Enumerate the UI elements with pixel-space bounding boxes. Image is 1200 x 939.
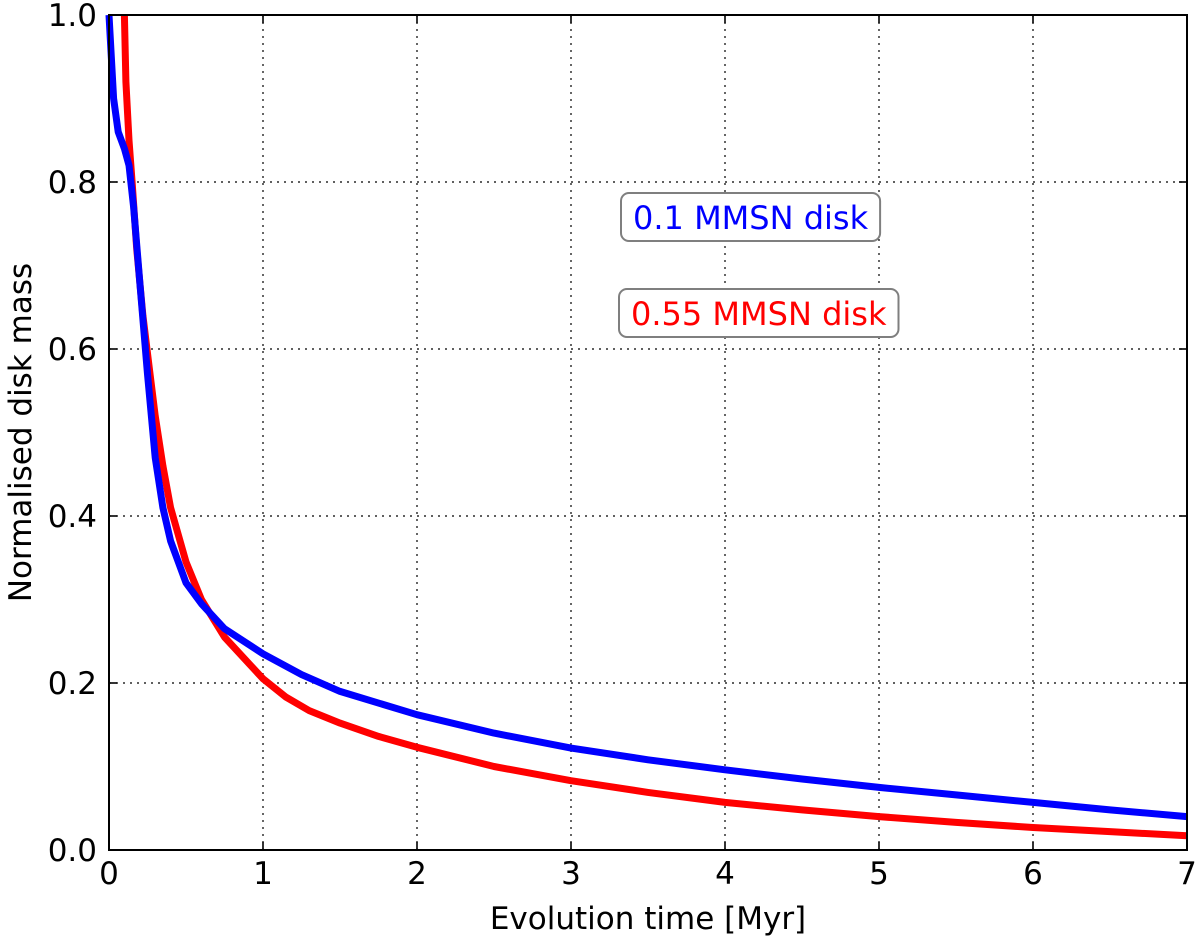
y-axis-label: Normalised disk mass: [3, 263, 39, 602]
legend-entry-2: 0.55 MMSN disk: [618, 288, 900, 338]
x-tick-label: 6: [1023, 856, 1043, 892]
x-tick-label: 3: [561, 856, 581, 892]
legend-label: 0.1 MMSN disk: [633, 199, 869, 237]
legend-box: [620, 192, 882, 242]
x-tick-label: 4: [715, 856, 735, 892]
ticks: [108, 14, 1188, 851]
series-layer: [105, 14, 1188, 840]
y-tick-label: 0.2: [48, 666, 97, 702]
legend-box: [618, 288, 900, 338]
x-tick-label: 1: [253, 856, 273, 892]
legend-entry-1: 0.1 MMSN disk: [620, 192, 882, 242]
y-tick-label: 0.0: [48, 833, 97, 869]
tick-labels: 0 1 2 3 4 5 6 7 0.0 0.2 0.4 0.6 0.8 1.0: [48, 0, 1197, 892]
plot-frame: [108, 14, 1188, 851]
y-tick-label: 0.8: [48, 165, 97, 201]
legend-label: 0.55 MMSN disk: [631, 295, 887, 333]
x-tick-label: 0: [99, 856, 119, 892]
x-tick-label: 2: [407, 856, 427, 892]
y-tick-label: 1.0: [48, 0, 97, 34]
series-line-1: [105, 14, 1188, 821]
grid: [109, 15, 1187, 850]
x-tick-label: 5: [869, 856, 889, 892]
y-tick-label: 0.6: [48, 332, 97, 368]
x-axis-label: Evolution time [Myr]: [490, 901, 806, 937]
x-tick-label: 7: [1177, 856, 1197, 892]
legend: 0.1 MMSN disk 0.55 MMSN disk: [618, 192, 900, 338]
y-tick-label: 0.4: [48, 499, 97, 535]
